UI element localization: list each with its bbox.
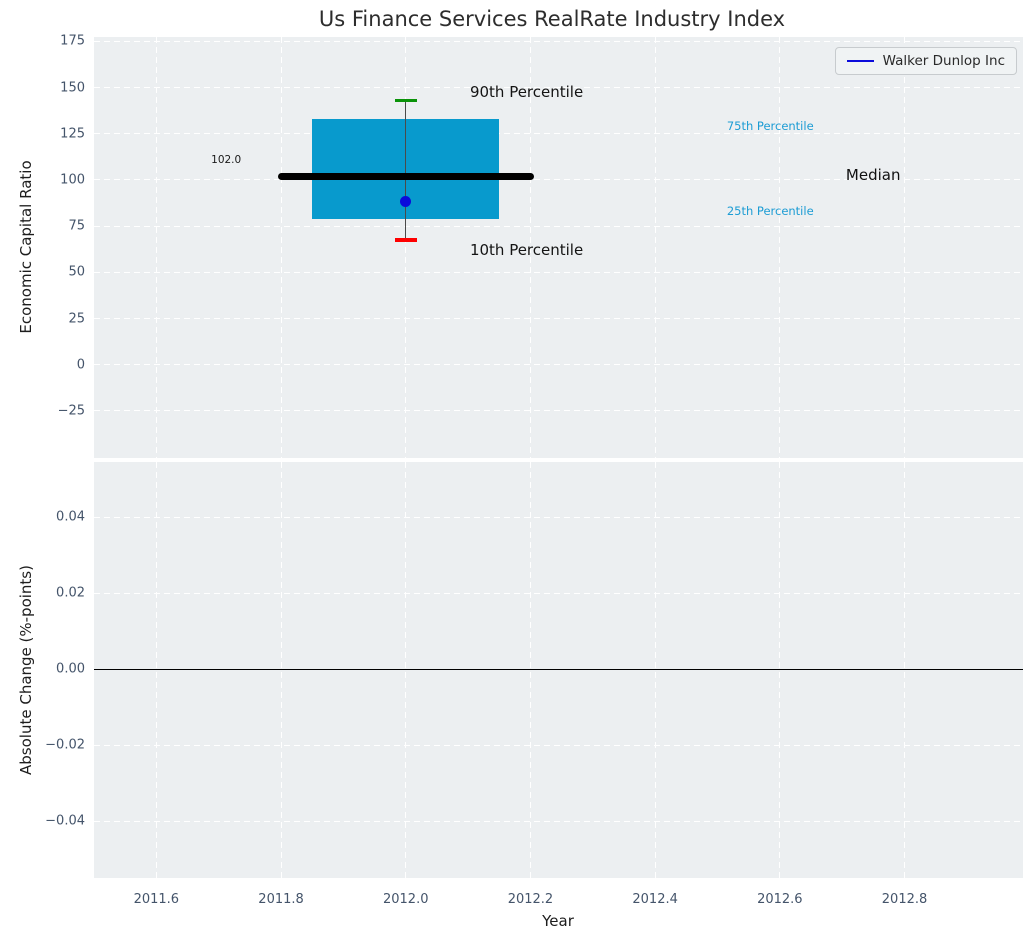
y-tick-label: 0 [76,357,85,373]
y-tick-label: 150 [60,80,85,96]
y-tick-label: 125 [60,126,85,142]
gridline-horizontal [94,592,1023,594]
y-tick-label: 100 [60,172,85,188]
gridline-vertical [280,37,282,458]
annotation: 102.0 [211,153,242,166]
top-y-axis-label: Economic Capital Ratio [17,160,35,334]
top-plot-area: 102.0 90th Percentile 10th Percentile 75th … [94,37,1023,458]
zero-change-line [94,668,1023,671]
x-axis-label: Year [542,912,574,930]
cap-90th-percentile [394,98,417,103]
x-tick-label: 2011.6 [133,892,180,907]
gridline-vertical [654,37,656,458]
y-tick-label: 0.02 [56,585,85,601]
gridline-horizontal [94,820,1023,822]
gridline-horizontal [94,516,1023,518]
x-tick-label: 2012.8 [881,892,928,907]
gridline-vertical [155,37,157,458]
y-tick-label: 50 [68,264,85,280]
gridline-horizontal [94,133,1023,135]
y-tick-label: 175 [60,33,85,49]
bottom-plot-area [94,462,1023,878]
x-tick-label: 2012.4 [632,892,678,907]
cap-10th-percentile [394,238,417,242]
median-line [277,172,534,180]
x-tick-label: 2012.6 [757,892,803,907]
chart-title: Us Finance Services RealRate Industry In… [318,7,786,31]
gridline-vertical [779,37,781,458]
gridline-horizontal [94,271,1023,273]
legend: Walker Dunlop Inc [834,47,1017,75]
gridline-horizontal [94,179,1023,181]
gridline-vertical [904,37,906,458]
x-tick-label: 2011.8 [258,892,304,907]
gridline-horizontal [94,410,1023,412]
whisker-line [404,100,407,241]
y-tick-label: −0.02 [45,737,85,753]
gridline-horizontal [94,364,1023,366]
gridline-horizontal [94,744,1023,746]
y-tick-label: 0.04 [56,509,85,525]
annotation: 10th Percentile [469,241,584,260]
gridline-vertical [529,37,531,458]
legend-line-sample [846,59,874,63]
gridline-vertical [405,37,407,458]
x-tick-label: 2012.0 [382,892,429,907]
gridline-horizontal [94,318,1023,320]
gridline-horizontal [94,225,1023,227]
annotation: 90th Percentile [469,83,584,102]
legend-label: Walker Dunlop Inc [882,53,1005,69]
annotation: 25th Percentile [726,204,814,219]
y-tick-label: −0.04 [45,813,85,829]
y-tick-label: 75 [68,218,85,234]
x-tick-label: 2012.2 [507,892,554,907]
bottom-y-axis-label: Absolute Change (%-points) [17,565,35,775]
annotation: Median [845,166,901,185]
gridline-horizontal [94,40,1023,42]
gridline-horizontal [94,87,1023,89]
y-tick-label: −25 [57,403,85,419]
annotation: 75th Percentile [726,119,814,134]
y-tick-label: 0.00 [56,661,85,677]
company-marker-dot [400,195,412,207]
y-tick-label: 25 [68,311,85,327]
